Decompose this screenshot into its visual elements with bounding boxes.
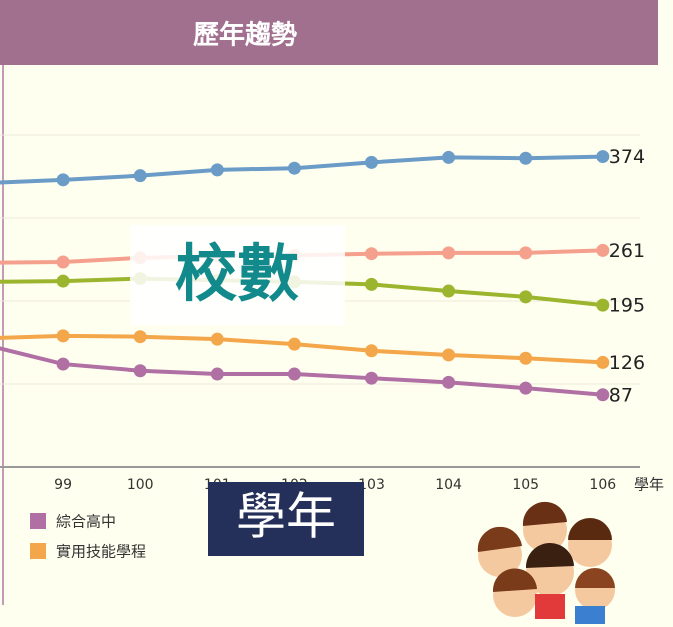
x-tick-label: 106	[589, 477, 616, 493]
legend-label: 實用技能學程	[56, 543, 146, 561]
point	[365, 247, 378, 261]
point	[442, 246, 456, 260]
point	[365, 371, 378, 385]
point	[287, 161, 301, 175]
point	[287, 367, 301, 381]
overlay-box	[208, 482, 364, 556]
point	[133, 330, 147, 344]
point	[519, 151, 533, 165]
point	[442, 348, 456, 362]
x-tick-label: 105	[512, 477, 539, 493]
point	[519, 351, 533, 365]
plot: 99100101102103104105106學年37426119512687綜…	[0, 134, 664, 561]
point	[56, 255, 70, 269]
chart-title: 歷年趨勢	[193, 20, 297, 51]
x-tick-label: 100	[127, 477, 154, 493]
point	[596, 243, 610, 257]
overlay-box	[130, 225, 345, 325]
title-bar	[0, 0, 658, 65]
legend-swatch	[30, 543, 46, 559]
x-tick-label: 104	[435, 477, 462, 493]
point	[442, 375, 456, 389]
kids-illustration	[477, 501, 615, 624]
point	[287, 337, 301, 351]
point	[519, 246, 533, 260]
overlay-value-label: 校數	[175, 237, 299, 310]
x-tick-label: 103	[358, 477, 385, 493]
point	[519, 290, 533, 304]
point	[56, 329, 70, 343]
x-axis-label: 學年	[634, 476, 664, 494]
point	[133, 364, 147, 378]
value-label: 126	[609, 352, 645, 374]
legend-swatch	[30, 513, 46, 529]
point	[365, 277, 378, 291]
overlay-category-label: 學年	[236, 488, 336, 546]
point	[56, 357, 70, 371]
value-label: 195	[609, 295, 645, 317]
point	[596, 298, 610, 312]
value-label: 87	[609, 384, 633, 406]
x-tick-label: 99	[54, 477, 72, 493]
point	[365, 155, 378, 169]
point	[442, 284, 456, 298]
overlays: 校數 學年	[130, 225, 364, 556]
point	[56, 274, 70, 288]
point	[210, 367, 224, 381]
point	[519, 381, 533, 395]
point	[596, 150, 610, 164]
point	[56, 173, 70, 187]
value-label: 261	[609, 240, 645, 262]
point	[365, 344, 378, 358]
point	[133, 169, 147, 183]
point	[210, 332, 224, 346]
value-label: 374	[609, 146, 645, 168]
point	[442, 150, 456, 164]
legend-label: 綜合高中	[56, 513, 116, 531]
point	[596, 355, 610, 369]
point	[596, 388, 610, 402]
point	[210, 163, 224, 177]
